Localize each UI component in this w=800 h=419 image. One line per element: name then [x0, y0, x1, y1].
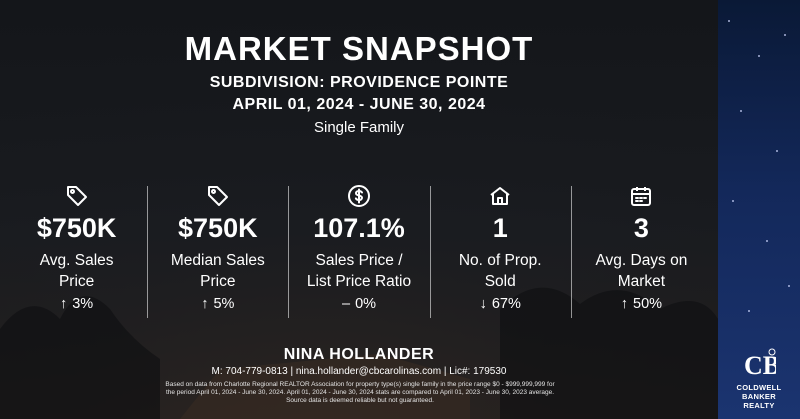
stat-change: ↑ 5%	[201, 296, 235, 312]
calendar-icon	[571, 184, 712, 208]
stat-label: Sales Price / List Price Ratio	[306, 252, 412, 290]
stat-days-on-market: 3 Avg. Days on Market ↑ 50%	[570, 182, 712, 322]
stat-median-sales-price: $750K Median Sales Price ↑ 5%	[147, 182, 288, 322]
stat-label: Median Sales Price	[170, 252, 265, 290]
stat-change: ↑ 50%	[620, 296, 663, 312]
dollar-circle-icon	[288, 184, 429, 208]
arrow-up-icon: ↑	[59, 296, 68, 312]
agent-name: NINA HOLLANDER	[283, 346, 435, 363]
property-type: Single Family	[313, 119, 405, 136]
arrow-up-icon: ↑	[201, 296, 209, 312]
tag-icon	[6, 184, 147, 208]
disclaimer: Based on data from Charlotte Regional RE…	[165, 381, 555, 404]
tag-icon	[147, 184, 288, 208]
svg-text:CB: CB	[744, 351, 776, 378]
stat-sales-list-ratio: 107.1% Sales Price / List Price Ratio –0%	[288, 182, 429, 322]
stat-label: Avg. Days on Market	[595, 252, 688, 290]
agent-contact: M: 704-779-0813 | nina.hollander@cbcarol…	[211, 366, 507, 377]
stat-properties-sold: 1 No. of Prop. Sold ↓ 67%	[429, 182, 571, 322]
stat-label: Avg. Sales Price	[39, 252, 114, 290]
home-icon	[430, 184, 571, 208]
cb-monogram-icon: CB	[744, 348, 780, 380]
date-range: APRIL 01, 2024 - JUNE 30, 2024	[232, 96, 486, 113]
stat-value: $750K	[178, 213, 258, 243]
background-trees	[0, 287, 718, 419]
stat-change: ↓ 67%	[479, 296, 521, 312]
stat-change: –0%	[341, 296, 377, 312]
brand-sidebar	[718, 0, 800, 419]
arrow-up-icon: ↑	[620, 296, 629, 312]
stat-value: $750K	[36, 213, 117, 243]
page-title: MARKET SNAPSHOT	[184, 30, 534, 67]
stat-label: No. of Prop. Sold	[458, 252, 542, 290]
content-panel	[0, 0, 718, 419]
stats-row: $750K Avg. Sales Price ↑ 3% $750K Median S…	[6, 182, 712, 322]
stat-value: 107.1%	[313, 213, 405, 243]
dash-icon: –	[341, 296, 351, 312]
stat-change: ↑ 3%	[59, 296, 94, 312]
stat-value: 1	[492, 213, 508, 243]
brand-logo: CB COLDWELL BANKER REALTY	[726, 348, 792, 410]
stat-avg-sales-price: $750K Avg. Sales Price ↑ 3%	[6, 182, 147, 322]
stat-value: 3	[633, 213, 649, 243]
logo-text: COLDWELL BANKER REALTY	[736, 383, 782, 410]
arrow-down-icon: ↓	[479, 296, 487, 312]
subdivision-name: SUBDIVISION: PROVIDENCE POINTE	[209, 74, 509, 91]
